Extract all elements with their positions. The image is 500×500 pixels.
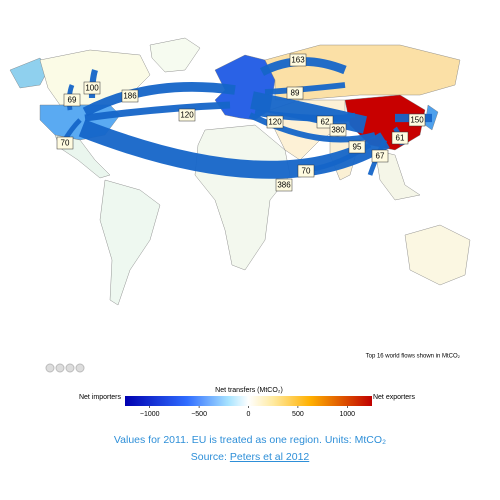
colorbar-left-label: Net importers [79, 394, 122, 401]
colorbar-tick-label: −1000 [140, 411, 160, 418]
south-america [99, 179, 161, 306]
flow-label: 163 [291, 56, 305, 65]
alaska [9, 57, 49, 89]
caption-line: Values for 2011. EU is treated as one re… [113, 434, 387, 446]
flow-label-box [329, 123, 347, 137]
icon [55, 363, 65, 373]
map: Top 16 world flows shown in MtCO₂ Net tr… [9, 37, 471, 418]
flow-label: 120 [268, 118, 282, 127]
colorbar-tick-label: 0 [247, 411, 251, 418]
flow-label: 89 [291, 89, 300, 98]
flow-label-box [275, 178, 293, 192]
flow-label-box [316, 115, 334, 129]
flow-label-box [266, 115, 284, 129]
icon [45, 363, 55, 373]
colorbar-tick-label: −500 [191, 411, 207, 418]
flow-label: 70 [302, 167, 311, 176]
se-asia [374, 149, 421, 201]
flow-label-box [121, 89, 139, 103]
flow-label: 67 [376, 152, 385, 161]
flow-label-box [408, 113, 426, 127]
colorbar-title: Net transfers (MtCO₂) [215, 387, 283, 394]
flow-label-box [83, 81, 101, 95]
flow-label: 120 [180, 111, 194, 120]
flow-label: 70 [61, 139, 70, 148]
flow-label-box [348, 140, 366, 154]
license-icons [45, 363, 85, 373]
flow-label: 95 [353, 143, 362, 152]
flow-arrow [84, 101, 231, 122]
australia [404, 224, 471, 286]
flow-arrow [250, 91, 367, 134]
flow-arrow [82, 82, 236, 117]
greenland [149, 37, 201, 73]
flow-label-box [286, 86, 304, 100]
colorbar-right-label: Net exporters [373, 394, 416, 401]
source-prefix: Source: [190, 451, 230, 463]
flow-label-box [56, 136, 74, 150]
flow-label: 380 [331, 126, 345, 135]
africa [194, 124, 291, 271]
flow-label-box [178, 108, 196, 122]
icon [65, 363, 75, 373]
flow-label-box [297, 164, 315, 178]
flow-label-box [371, 149, 389, 163]
colorbar-tick-label: 500 [292, 411, 304, 418]
flow-label: 186 [123, 92, 137, 101]
flow-label: 100 [85, 84, 99, 93]
flow-label-box [391, 131, 409, 145]
flow-label: 61 [396, 134, 405, 143]
caption-source: Source: Peters et al 2012 [0, 451, 500, 463]
flow-arrow [248, 112, 376, 143]
source-link[interactable]: Peters et al 2012 [229, 451, 310, 463]
colorbar-tick-label: 1000 [340, 411, 356, 418]
colorbar-ticks: −1000 −500 0 500 1000 [140, 406, 355, 418]
flows-note: Top 16 world flows shown in MtCO₂ [366, 354, 461, 360]
colorbar [125, 396, 372, 406]
flow-arrow [78, 119, 390, 179]
flow-label-box [289, 53, 307, 67]
flow-label: 62 [321, 118, 330, 127]
flow-label: 69 [68, 96, 77, 105]
flow-label: 150 [410, 116, 424, 125]
icon [75, 363, 85, 373]
flow-label-box [63, 93, 81, 107]
flow-label: 386 [277, 181, 291, 190]
